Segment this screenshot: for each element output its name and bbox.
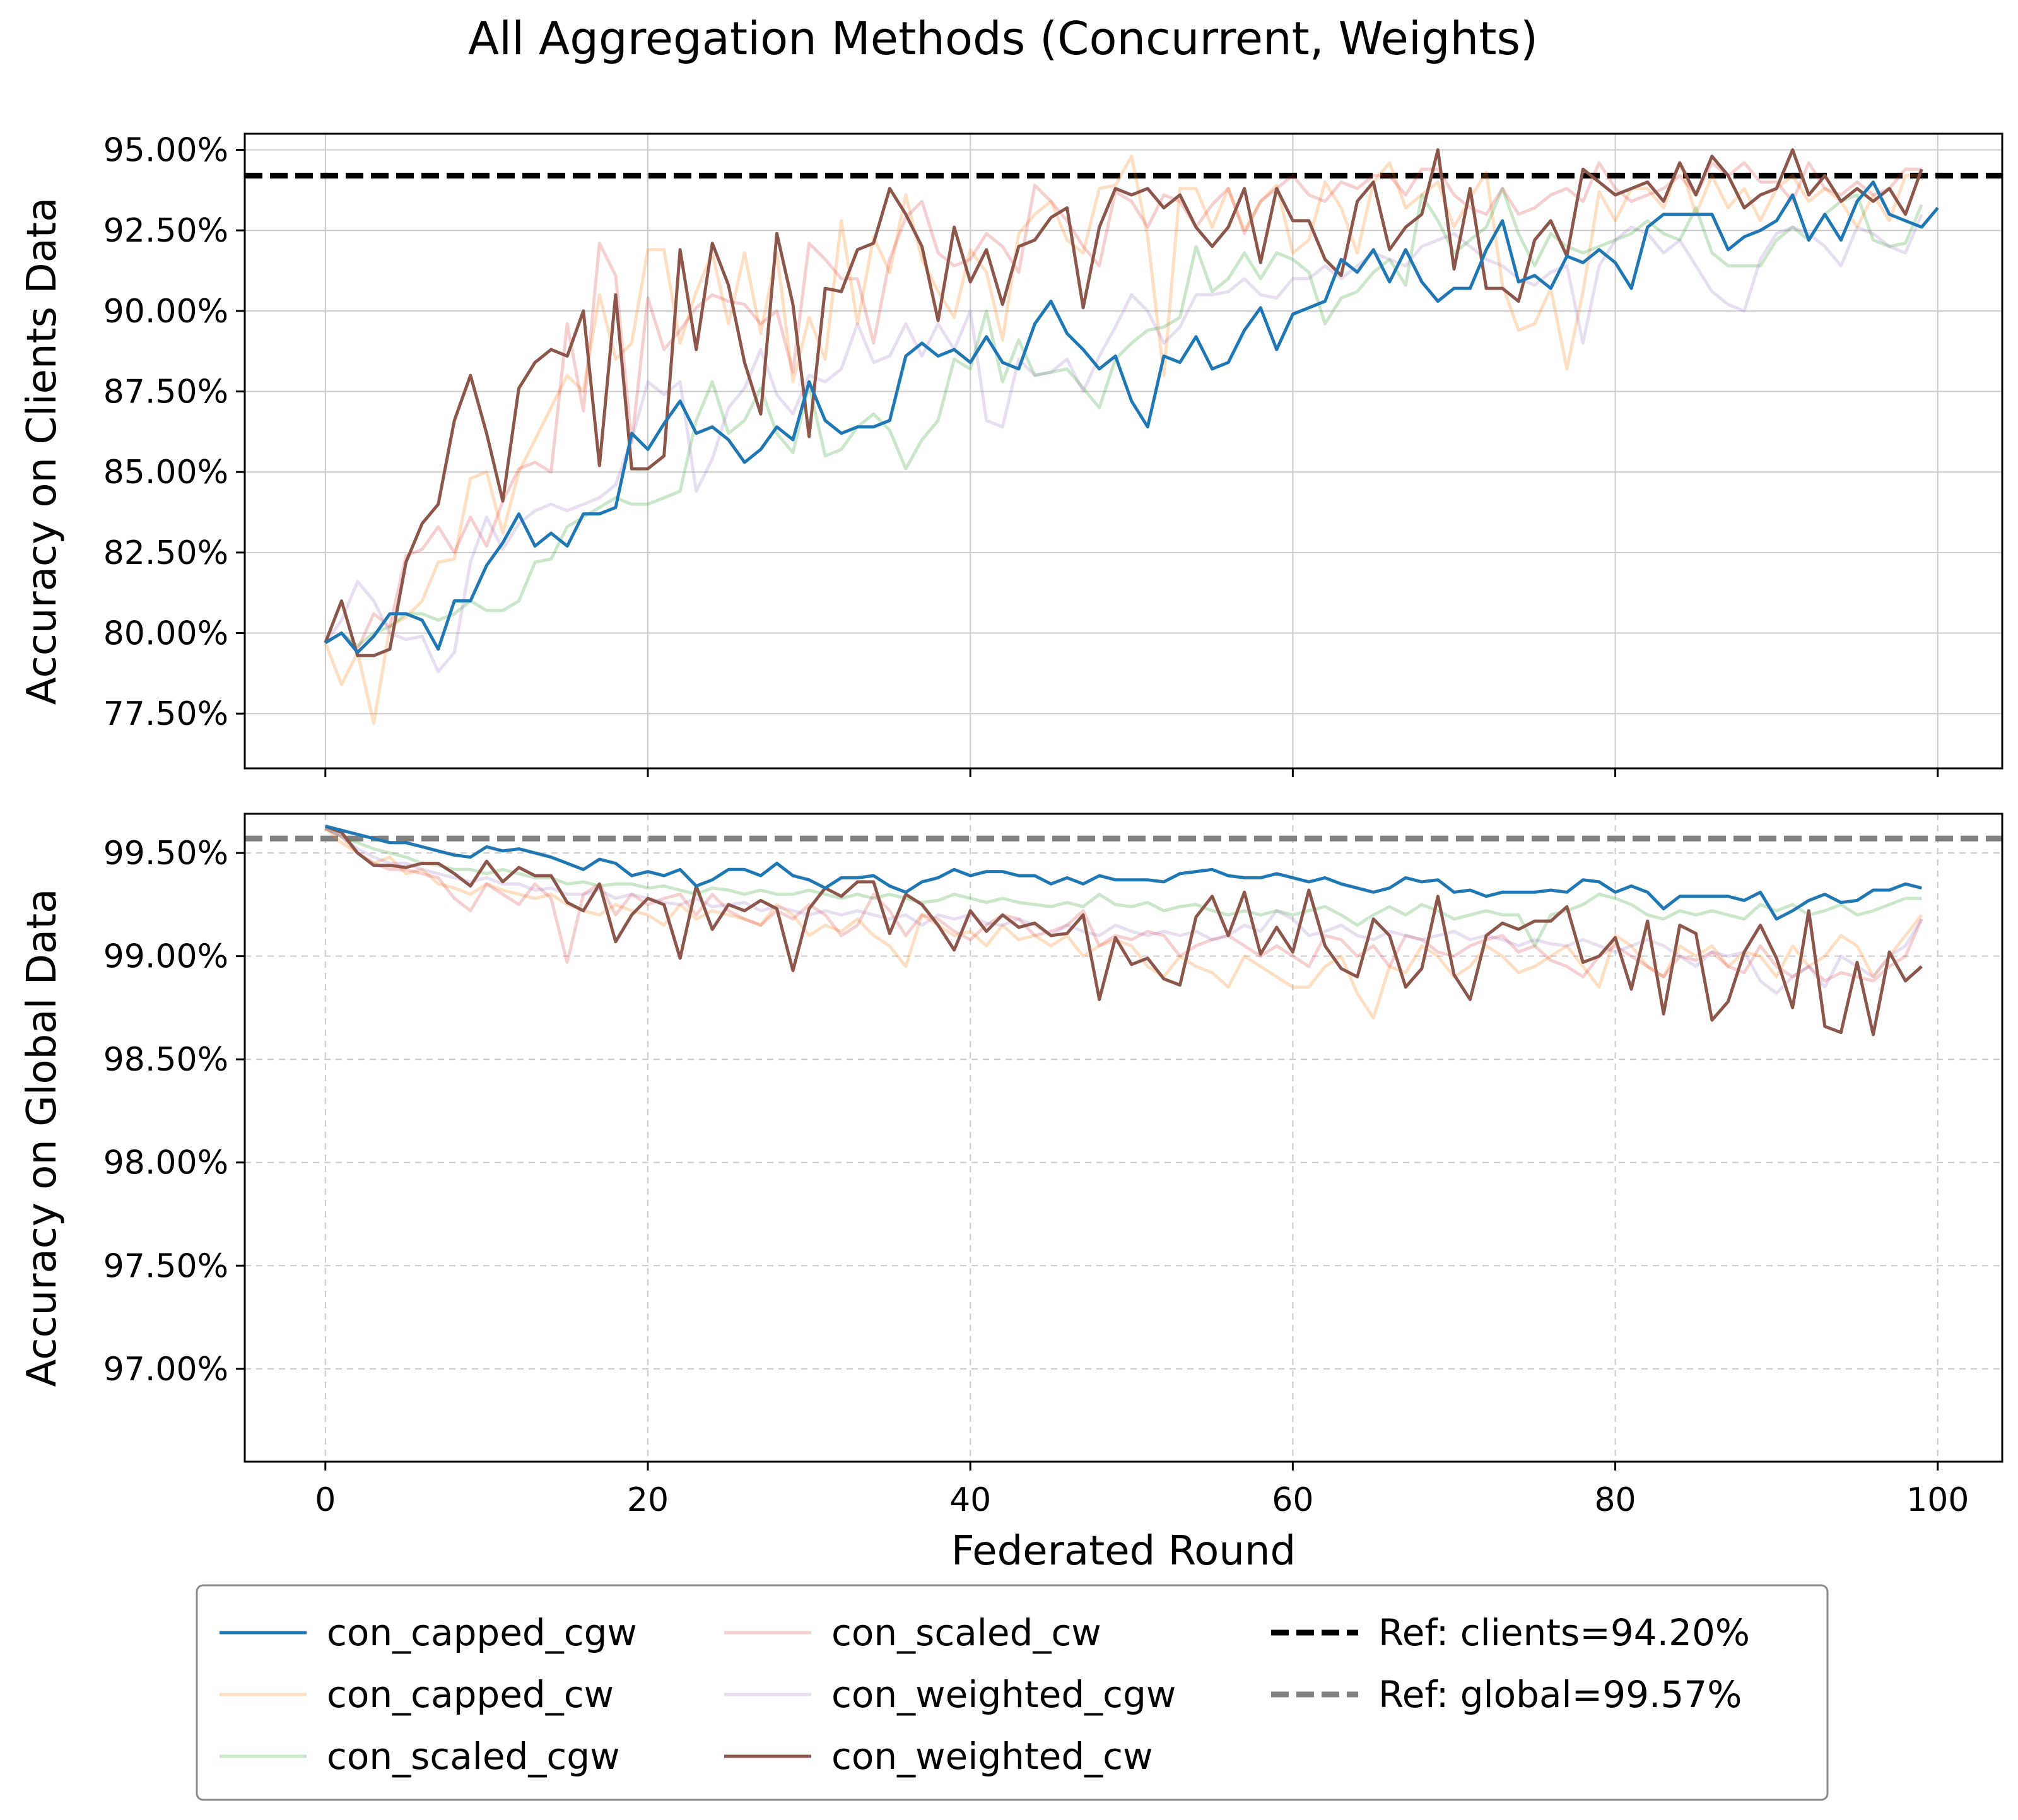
global-y-axis-label: Accuracy on Global Data [19,889,66,1387]
legend-label: con_scaled_cw [831,1611,1101,1654]
clients-y-tick-label: 82.50% [103,534,228,572]
legend-box [196,1584,1829,1801]
legend-label: con_capped_cw [327,1673,614,1716]
x-tick-label: 100 [1906,1481,1969,1519]
global-y-tick-label: 97.50% [103,1247,228,1285]
x-tick-label: 80 [1594,1481,1636,1519]
global-series-con-capped-cw [324,827,1923,1020]
clients-series-con-scaled-cgw [324,187,1923,648]
figure-title: All Aggregation Methods (Concurrent, Wei… [468,12,1538,65]
global-y-ticks: 97.00% 97.50% 98.00% 98.50% 99.00% 99.50% [103,835,245,1388]
global-series-con-capped-cgw [325,825,1922,921]
panel-global-accuracy: 97.00% 97.50% 98.00% 98.50% 99.00% 99.50% 0 20… [19,813,2003,1575]
clients-y-tick-label: 90.00% [103,293,228,331]
legend-label: Ref: clients=94.20% [1378,1611,1750,1654]
global-plot-frame [243,813,2003,1463]
global-y-tick-label: 99.50% [103,835,228,872]
x-axis-label: Federated Round [951,1528,1296,1575]
global-y-tick-label: 99.00% [103,938,228,976]
x-tick-label: 0 [315,1481,336,1519]
clients-y-tick-label: 95.00% [103,132,228,170]
global-series-con-scaled-cgw [324,826,1922,948]
clients-series-con-weighted-cw [324,148,1923,657]
clients-y-axis-label: Accuracy on Clients Data [19,197,66,705]
legend-label: con_weighted_cgw [831,1673,1176,1716]
legend: con_capped_cgw con_capped_cw con_scaled_cg… [196,1584,1829,1801]
x-tick-label: 60 [1272,1481,1313,1519]
clients-y-tick-label: 87.50% [103,373,228,411]
global-series-lines [324,825,1923,1036]
clients-series-lines [324,148,1939,725]
legend-label: con_capped_cgw [327,1611,637,1654]
global-y-tick-label: 97.00% [103,1351,228,1388]
global-y-tick-label: 98.00% [103,1144,228,1182]
global-gridlines [245,814,2002,1462]
clients-x-ticks [324,768,1939,777]
clients-y-tick-label: 92.50% [103,212,228,250]
clients-plot-frame [243,132,2003,770]
legend-label: Ref: global=99.57% [1378,1673,1742,1716]
clients-series-con-capped-cw [324,155,1922,725]
global-x-ticks: 0 20 40 60 80 100 [315,1462,1969,1519]
clients-gridlines [245,134,2002,768]
clients-series-con-capped-cgw [324,180,1939,654]
global-y-tick-label: 98.50% [103,1041,228,1079]
clients-series-con-weighted-cgw [324,213,1923,674]
legend-label: con_scaled_cgw [327,1735,620,1778]
clients-y-tick-label: 85.00% [103,454,228,491]
panel-clients-accuracy: 77.50% 80.00% 82.50% 85.00% 87.50% 90.00% 92.5… [19,132,2003,777]
clients-y-ticks: 77.50% 80.00% 82.50% 85.00% 87.50% 90.00% 92.5… [103,132,245,733]
clients-y-tick-label: 77.50% [103,695,228,733]
x-tick-label: 20 [627,1481,669,1519]
global-series-con-weighted-cw [324,825,1923,1036]
legend-label: con_weighted_cw [831,1735,1153,1778]
x-tick-label: 40 [949,1481,991,1519]
clients-y-tick-label: 80.00% [103,615,228,653]
global-series-con-weighted-cgw [324,826,1923,995]
